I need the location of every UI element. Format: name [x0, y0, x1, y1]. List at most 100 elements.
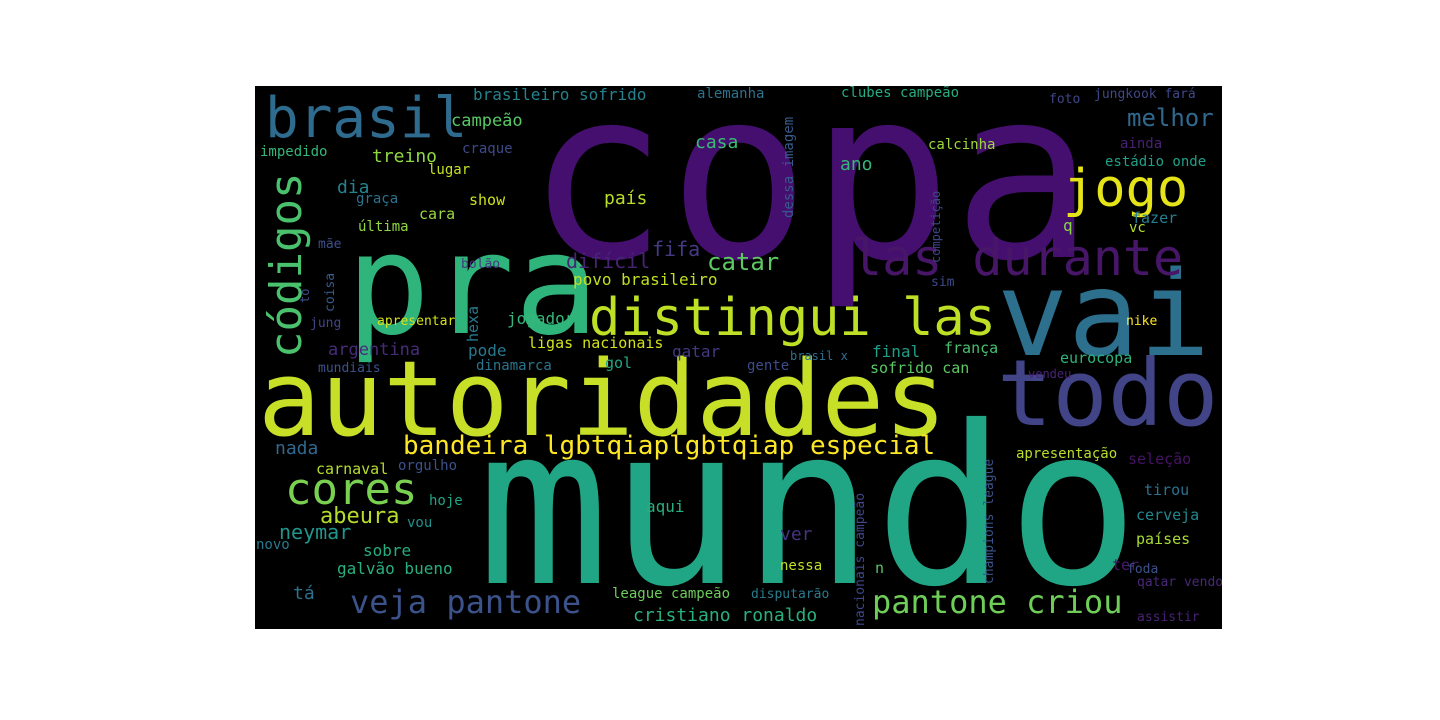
word: assistir: [1137, 610, 1200, 625]
word: qatar vendo: [1137, 575, 1222, 590]
word: ligas nacionais: [528, 334, 664, 352]
word: vai: [997, 245, 1211, 383]
word: novo: [256, 537, 290, 553]
word: jung: [310, 316, 342, 331]
word: treino: [372, 146, 438, 167]
word: cerveja: [1136, 506, 1200, 524]
word: clubes campeão: [841, 86, 960, 101]
word: nessa: [780, 558, 823, 574]
word: jogador: [507, 309, 575, 328]
word: ver: [780, 524, 813, 545]
word: show: [469, 191, 506, 209]
word: carnaval: [316, 460, 389, 478]
word: aqui: [646, 497, 685, 516]
word: gente: [747, 358, 790, 374]
word: vou: [407, 515, 433, 531]
word: campeão: [451, 111, 523, 131]
word: foda: [1127, 562, 1159, 577]
word: veja pantone: [350, 583, 582, 621]
word: to: [298, 288, 312, 303]
word: casa: [695, 132, 739, 153]
word: brasil x: [790, 349, 848, 363]
word: disputarão: [751, 587, 830, 602]
word: país: [604, 188, 648, 209]
word: gol: [605, 354, 633, 372]
word: bolão: [461, 257, 501, 272]
word: sofrido can: [870, 359, 970, 377]
word: craque: [462, 141, 513, 157]
word: jogo: [1063, 159, 1189, 219]
word: ter: [1112, 556, 1140, 574]
word: abeura: [320, 504, 400, 529]
word: distingui las: [589, 288, 996, 348]
word: pra: [346, 204, 599, 367]
word: calcinha: [928, 137, 996, 153]
word: fifa: [652, 237, 701, 261]
word: vendeu: [1028, 367, 1072, 381]
word: autoridades: [258, 338, 947, 460]
word: jungkook fará: [1094, 87, 1196, 102]
word: códigos: [261, 172, 312, 358]
word: dinamarca: [476, 358, 552, 374]
word: mundiais: [318, 361, 381, 376]
word: dessa imagem: [781, 116, 797, 218]
word: competição: [929, 190, 943, 263]
word: coisa: [323, 272, 338, 312]
word: catar: [707, 248, 780, 276]
word: qatar: [672, 342, 721, 361]
word: estádio onde: [1105, 154, 1207, 170]
word: eurocopa: [1060, 349, 1133, 367]
word: pode: [468, 341, 507, 360]
word: neymar: [279, 520, 352, 544]
word: league campeão: [612, 586, 731, 602]
word: champions league: [982, 458, 997, 584]
word: difícil: [566, 249, 651, 273]
word: frança: [944, 339, 999, 357]
word: melhor: [1127, 104, 1214, 132]
word: foto: [1049, 92, 1081, 107]
word: ano: [840, 154, 873, 175]
word: apresentar: [377, 314, 456, 329]
word: povo brasileiro: [573, 270, 718, 289]
word: galvão bueno: [337, 559, 453, 578]
word: impedido: [260, 144, 328, 160]
word: pantone criou: [872, 583, 1123, 621]
word: lugar: [428, 162, 471, 178]
word: las durante: [852, 229, 1184, 287]
word: seleção: [1128, 450, 1192, 468]
word: hoje: [429, 493, 463, 509]
word: brasil: [265, 86, 468, 151]
word: cores: [285, 464, 418, 515]
word: copa: [526, 86, 1095, 313]
word: sim: [931, 275, 955, 290]
word: graça: [356, 191, 399, 207]
word: n: [875, 559, 885, 577]
word: tirou: [1144, 481, 1190, 499]
word: nacionais campeão: [853, 492, 868, 626]
word: dia: [337, 177, 370, 198]
word: mãe: [318, 237, 342, 252]
word: nike: [1126, 314, 1158, 329]
word: q: [1063, 216, 1073, 235]
word: bandeira lgbtqiaplgbtqiap especial: [403, 431, 936, 461]
word: cara: [419, 205, 456, 223]
word: orgulho: [398, 458, 458, 474]
word: sobre: [363, 541, 412, 560]
word: cristiano ronaldo: [633, 605, 818, 626]
word: vc: [1129, 220, 1146, 236]
word: argentina: [328, 340, 421, 360]
word: tá: [293, 583, 315, 604]
word: nada: [275, 438, 319, 459]
word: mundo: [477, 379, 1140, 629]
word: hexa: [464, 305, 482, 342]
word: países: [1136, 530, 1191, 548]
word: última: [358, 219, 409, 235]
word: fazer: [1132, 209, 1178, 227]
word: todo: [997, 340, 1219, 447]
word: brasileiro sofrido: [473, 86, 647, 104]
word: apresentação: [1016, 446, 1118, 462]
word-cloud: copa mundo autoridades pra vai todo dist…: [255, 86, 1222, 629]
word: alemanha: [697, 86, 765, 102]
word: ainda: [1120, 136, 1163, 152]
word: final: [872, 342, 921, 361]
